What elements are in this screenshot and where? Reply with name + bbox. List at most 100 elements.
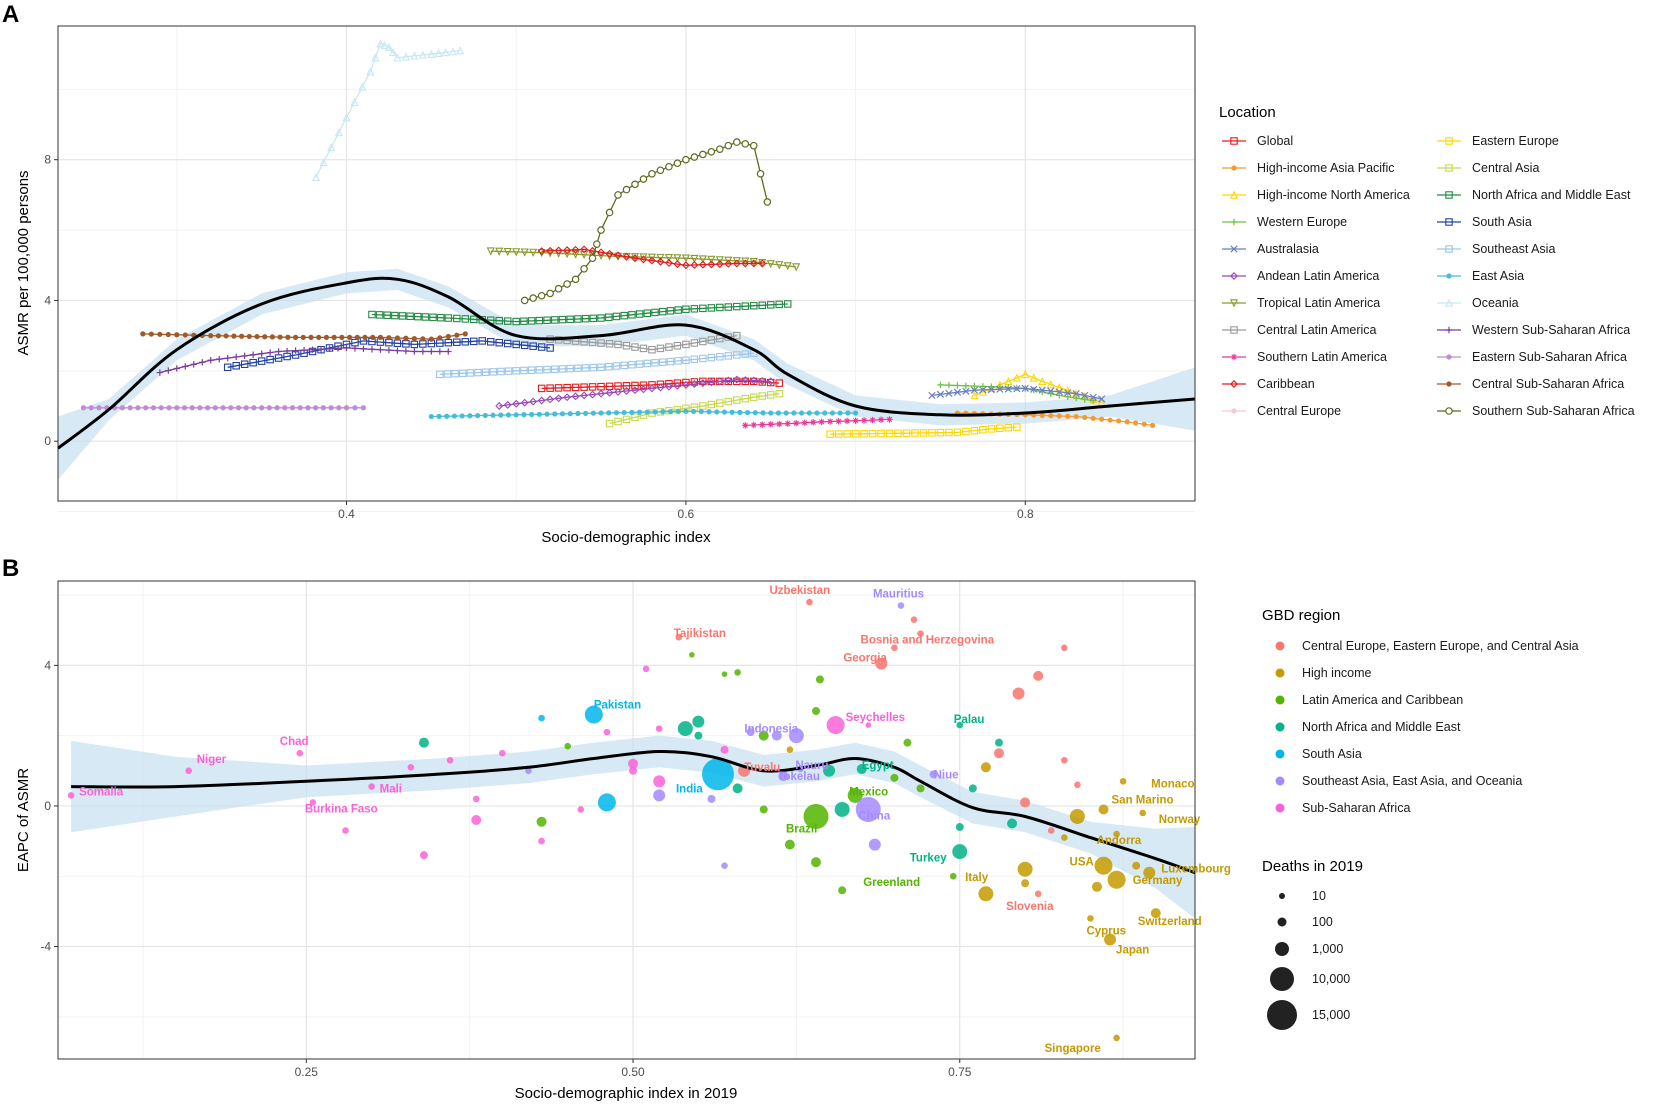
- series-point-high-income-asia-pacific: [1133, 420, 1139, 426]
- country-point: [812, 707, 820, 716]
- series-point-north-africa-and-middle-east: [775, 300, 783, 309]
- series-point-southeast-asia: [589, 363, 598, 372]
- series-point-southeast-asia: [489, 368, 498, 376]
- country-label-mauritius: Mauritius: [873, 589, 924, 601]
- series-point-eastern-sub-saharan-africa: [297, 405, 303, 411]
- series-point-western-sub-saharan-africa: [402, 347, 410, 355]
- series-point-australasia: [996, 385, 1004, 393]
- series-point-central-sub-saharan-africa: [370, 334, 376, 340]
- series-point-southern-sub-saharan-africa: [614, 191, 622, 199]
- series-point-southern-sub-saharan-africa: [749, 141, 758, 150]
- series-caribbean: [537, 245, 767, 270]
- country-point-greenland: [949, 872, 957, 880]
- series-point-north-africa-and-middle-east: [551, 316, 559, 324]
- legend-label-western-europe: Western Europe: [1257, 215, 1347, 229]
- panel-b-x-tick-label: 0.75: [948, 1065, 972, 1079]
- country-label-somalia: Somalia: [79, 786, 124, 798]
- legend-label-caribbean: Caribbean: [1257, 377, 1315, 391]
- legend-key-marker-central-europe: [1231, 408, 1237, 414]
- series-point-north-africa-and-middle-east: [535, 316, 544, 325]
- series-point-eastern-europe: [868, 429, 877, 438]
- series-point-western-sub-saharan-africa: [182, 363, 189, 370]
- series-point-southern-sub-saharan-africa: [571, 275, 580, 284]
- series-point-southeast-asia: [466, 369, 475, 377]
- country-label-tuvalu: Tuvalu: [744, 762, 780, 774]
- series-point-north-africa-and-middle-east: [383, 311, 391, 319]
- series-point-global: [631, 381, 639, 390]
- series-point-eastern-europe: [894, 429, 902, 438]
- series-point-western-sub-saharan-africa: [173, 365, 180, 372]
- series-point-east-asia: [467, 413, 473, 419]
- legend-label-north-africa-and-middle-east: North Africa and Middle East: [1472, 188, 1631, 202]
- series-point-western-sub-saharan-africa: [165, 367, 172, 374]
- series-point-eastern-europe: [911, 429, 919, 437]
- series-point-australasia: [979, 386, 987, 394]
- series-point-western-sub-saharan-africa: [266, 349, 274, 356]
- series-point-southern-sub-saharan-africa: [554, 284, 563, 293]
- series-point-high-income-asia-pacific: [1073, 413, 1079, 420]
- series-point-oceania: [380, 40, 389, 50]
- series-point-western-europe: [1056, 392, 1063, 399]
- series-point-southeast-asia: [716, 352, 724, 361]
- series-point-north-africa-and-middle-east: [444, 314, 453, 322]
- series-point-north-africa-and-middle-east: [406, 312, 414, 321]
- series-point-central-sub-saharan-africa: [300, 334, 306, 340]
- series-point-southern-sub-saharan-africa: [563, 280, 571, 288]
- series-point-east-asia: [829, 410, 836, 416]
- series-point-southeast-asia: [458, 369, 467, 378]
- series-point-north-africa-and-middle-east: [581, 314, 590, 323]
- series-central-sub-saharan-africa: [140, 331, 468, 342]
- series-point-andean-latin-america: [698, 379, 707, 388]
- series-point-australasia: [1038, 386, 1046, 394]
- series-point-central-sub-saharan-africa: [331, 334, 337, 340]
- series-point-caribbean: [639, 255, 648, 264]
- series-point-southern-latin-america: [860, 417, 868, 424]
- country-point: [692, 715, 705, 728]
- legend-key-marker-high-income-asia-pacific: [1231, 165, 1237, 171]
- series-point-east-asia: [729, 409, 735, 415]
- country-point: [720, 745, 729, 754]
- series-point-south-asia: [274, 354, 283, 362]
- series-point-southern-latin-america: [776, 420, 783, 428]
- series-australasia: [928, 384, 1106, 403]
- series-central-latin-america: [546, 331, 741, 354]
- series-point-eastern-sub-saharan-africa: [80, 405, 87, 411]
- country-label-uzbekistan: Uzbekistan: [769, 585, 830, 597]
- series-point-southern-latin-america: [784, 420, 791, 427]
- series-point-australasia: [962, 387, 970, 395]
- country-point: [721, 671, 728, 677]
- country-point-norway: [1139, 809, 1147, 817]
- series-point-australasia: [1055, 388, 1063, 396]
- series-point-high-income-asia-pacific: [1065, 413, 1071, 419]
- series-point-high-income-asia-pacific: [1107, 417, 1113, 423]
- series-point-southern-latin-america: [793, 419, 800, 427]
- series-point-southern-sub-saharan-africa: [520, 296, 529, 305]
- series-point-east-asia: [498, 412, 504, 418]
- legend-label-high-income-asia-pacific: High-income Asia Pacific: [1257, 161, 1395, 175]
- series-point-southeast-asia: [566, 364, 574, 373]
- series-point-southern-latin-america: [767, 421, 774, 428]
- series-point-andean-latin-america: [563, 393, 572, 402]
- series-point-global: [571, 383, 580, 392]
- panel-a-legend: Global High-income Asia Pacific High-incom…: [1222, 134, 1635, 418]
- series-point-caribbean: [741, 259, 750, 268]
- series-point-caribbean: [554, 246, 563, 255]
- legend-key-marker-tropical-latin-america: [1229, 299, 1239, 308]
- series-point-east-asia: [799, 410, 805, 416]
- series-point-eastern-sub-saharan-africa: [127, 405, 133, 411]
- series-point-oceania: [384, 42, 394, 51]
- series-point-eastern-europe: [843, 430, 851, 438]
- series-point-caribbean: [724, 259, 733, 268]
- series-point-central-asia: [733, 396, 741, 404]
- country-point: [868, 838, 881, 851]
- region-label-sub-saharan-africa: Sub-Saharan Africa: [1302, 801, 1410, 815]
- size-key-1-000: [1275, 942, 1289, 956]
- series-point-oceania: [410, 51, 419, 60]
- panel-a-x-tick-label: 0.4: [338, 507, 355, 521]
- series-point-south-asia: [461, 338, 470, 346]
- series-point-eastern-europe: [885, 429, 894, 438]
- country-point: [968, 784, 977, 793]
- series-point-north-africa-and-middle-east: [543, 316, 551, 325]
- panel-a-y-tick-label: 0: [44, 434, 51, 448]
- series-point-oceania: [358, 82, 367, 91]
